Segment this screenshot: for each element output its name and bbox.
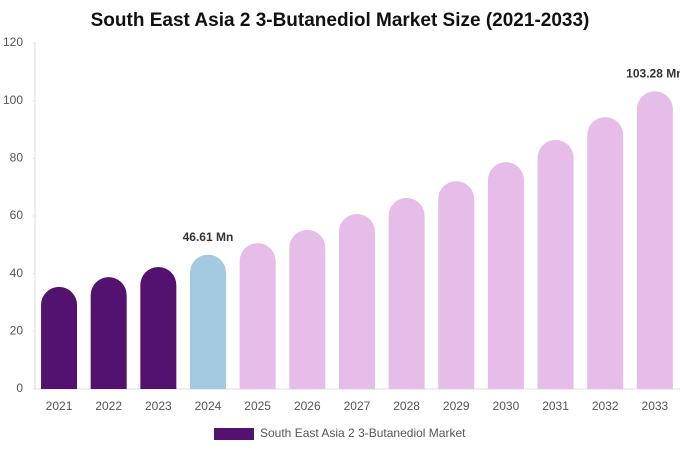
x-tick-label: 2033 — [642, 399, 669, 413]
x-tick-label: 2024 — [195, 399, 222, 413]
bar — [487, 162, 524, 389]
y-tick-label: 100 — [3, 93, 23, 107]
y-tick-label: 0 — [16, 381, 23, 395]
y-tick-label: 80 — [10, 151, 24, 165]
bar — [587, 117, 624, 389]
x-tick-label: 2022 — [95, 399, 122, 413]
bar — [189, 254, 226, 389]
data-label: 46.61 Mn — [183, 230, 234, 244]
x-tick-label: 2021 — [46, 399, 73, 413]
legend-swatch — [214, 428, 254, 440]
bar — [90, 277, 127, 389]
x-tick-label: 2030 — [493, 399, 520, 413]
x-tick-label: 2023 — [145, 399, 172, 413]
x-tick-label: 2031 — [542, 399, 569, 413]
legend-label: South East Asia 2 3-Butanediol Market — [260, 426, 466, 440]
y-tick-label: 120 — [3, 35, 23, 49]
x-tick-label: 2028 — [393, 399, 420, 413]
y-tick-label: 40 — [10, 266, 24, 280]
x-tick-label: 2029 — [443, 399, 470, 413]
bar — [289, 229, 326, 389]
data-label: 103.28 Mn — [626, 66, 680, 80]
bar — [438, 181, 475, 389]
x-tick-label: 2026 — [294, 399, 321, 413]
bar — [239, 243, 276, 389]
y-tick-label: 60 — [10, 208, 24, 222]
x-tick-label: 2025 — [244, 399, 271, 413]
x-tick-label: 2032 — [592, 399, 619, 413]
bar — [388, 197, 425, 389]
y-tick-label: 20 — [10, 324, 24, 338]
bar — [140, 267, 177, 389]
bar — [41, 286, 78, 389]
bar — [338, 213, 375, 389]
chart-title: South East Asia 2 3-Butanediol Market Si… — [91, 10, 590, 31]
x-tick-label: 2027 — [344, 399, 371, 413]
bar — [537, 139, 574, 389]
bar — [636, 91, 673, 389]
